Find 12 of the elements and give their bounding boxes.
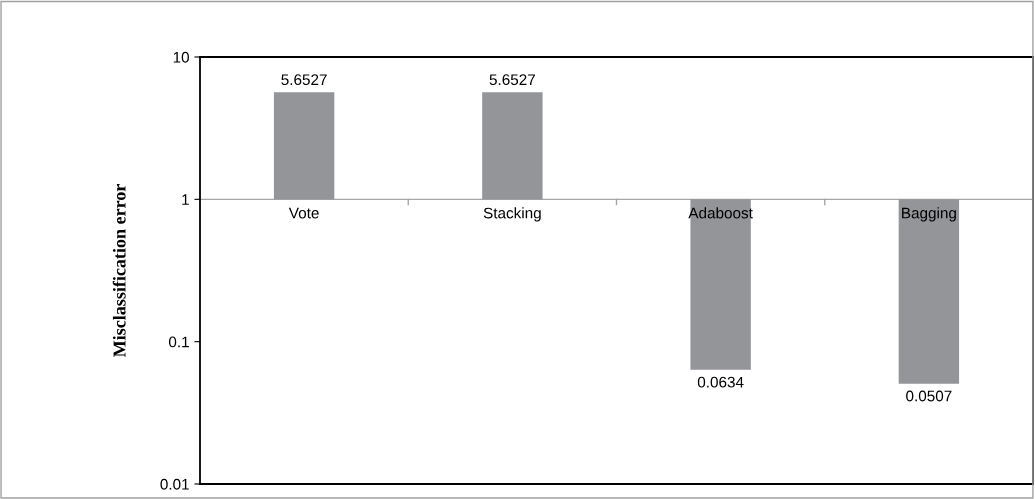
data-label: 0.0507: [906, 390, 952, 402]
x-tick-label: Stacking: [483, 207, 541, 222]
y-tick-label: 10: [173, 51, 189, 63]
y-axis-title: Misclassification error: [112, 184, 126, 358]
x-tick-label: Vote: [288, 207, 319, 219]
data-label: 5.6527: [281, 74, 327, 86]
y-tick-label: 1: [182, 194, 189, 205]
y-tick-label: 0.1: [168, 336, 189, 348]
data-label: 5.6527: [489, 74, 535, 86]
y-tick-label: 0.01: [160, 478, 189, 490]
x-tick-label: Bagging: [902, 207, 956, 222]
data-label: 0.0634: [697, 376, 744, 388]
